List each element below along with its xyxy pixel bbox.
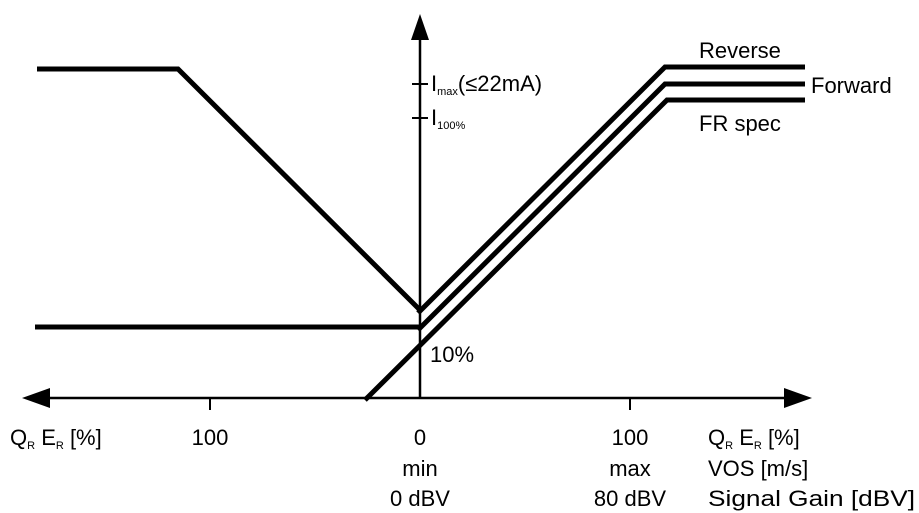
signal-gain-label: Signal Gain [dBV] bbox=[708, 486, 915, 511]
reverse-curve bbox=[416, 64, 805, 315]
max-label: max bbox=[609, 456, 651, 481]
reverse-label: Reverse bbox=[699, 38, 781, 63]
forward-label: Forward bbox=[811, 73, 892, 98]
left-upper-curve bbox=[37, 66, 422, 312]
right-axis-unit-label: QR ER [%] bbox=[708, 425, 800, 452]
imax-label: Imax(≤22mA) bbox=[431, 71, 542, 98]
right-tick-100-label: 100 bbox=[612, 425, 649, 450]
i100-label: I100% bbox=[431, 105, 465, 132]
y-axis-arrowhead bbox=[411, 14, 429, 40]
forward-curve bbox=[416, 81, 805, 332]
center-tick-0-label: 0 bbox=[414, 425, 426, 450]
fr-spec-curve bbox=[363, 97, 805, 402]
x-axis-left-arrowhead bbox=[22, 388, 50, 408]
vos-label: VOS [m/s] bbox=[708, 456, 808, 481]
min-label: min bbox=[402, 456, 437, 481]
eighty-dbv-label: 80 dBV bbox=[594, 486, 666, 511]
left-tick-100-label: 100 bbox=[192, 425, 229, 450]
left-axis-unit-label: QR ER [%] bbox=[10, 425, 102, 452]
x-axis-right-arrowhead bbox=[784, 388, 812, 408]
zero-dbv-label: 0 dBV bbox=[390, 486, 450, 511]
ten-percent-label: 10% bbox=[430, 342, 474, 367]
fr-spec-label: FR spec bbox=[699, 111, 781, 136]
